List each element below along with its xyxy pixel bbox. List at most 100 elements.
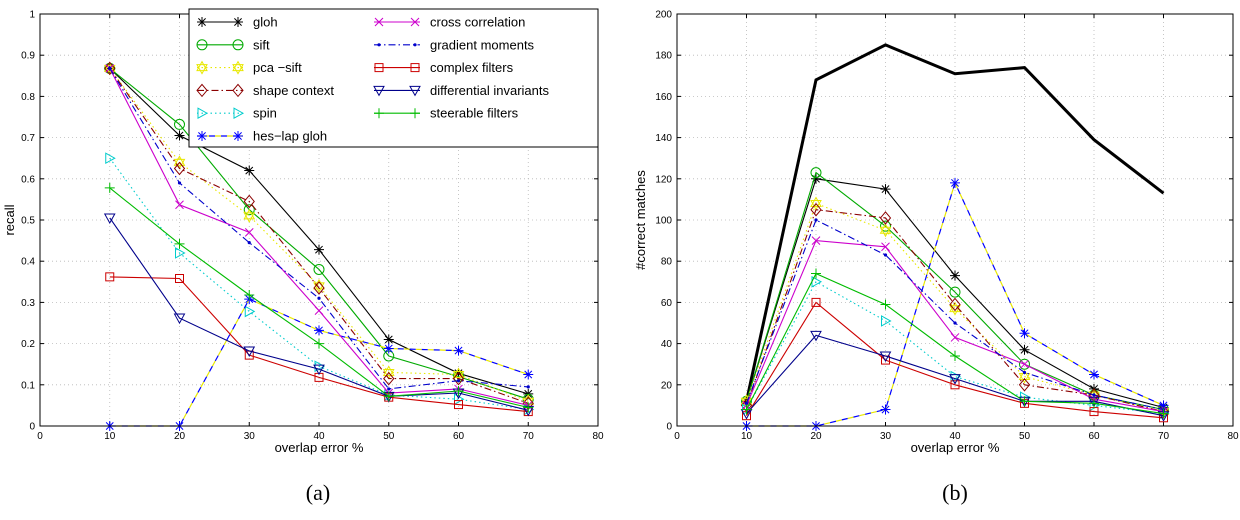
data-point [175,247,186,259]
series-3 [104,61,534,411]
legend-marker [374,63,384,73]
legend-marker [232,60,244,72]
data-point [810,330,822,342]
data-point [1019,328,1030,339]
legend-marker [196,83,208,98]
data-point [243,346,256,358]
legend-marker [232,83,244,98]
series-line [109,157,529,411]
figure-caption: (b) [942,480,968,505]
data-point [313,263,325,275]
y-tick-label: 100 [655,216,672,227]
x-tick-label: 50 [1019,431,1031,442]
data-point [174,238,185,249]
x-tick-label: 80 [1227,431,1239,442]
series-8 [744,218,1166,412]
data-point [177,181,182,185]
y-tick-label: 0.8 [21,92,35,103]
y-tick-label: 0.5 [21,216,35,227]
legend-marker [377,43,381,47]
x-tick-label: 50 [383,431,395,442]
legend-marker [374,108,384,119]
legend-entry: cross correlation [374,15,525,30]
data-point [950,270,960,281]
data-point [1088,388,1100,399]
data-point [452,367,465,378]
data-point [173,313,186,325]
data-point [1019,344,1030,355]
data-point [453,345,464,356]
legend-marker [233,17,243,27]
x-tick-label: 40 [949,431,961,442]
legend-entry: complex filters [374,60,514,75]
legend-entry: gloh [197,15,278,30]
legend-marker [413,43,417,47]
data-point [744,401,749,405]
y-tick-label: 0.9 [21,51,35,62]
series-line [746,301,1164,419]
series-line [109,67,529,400]
data-point [881,315,892,327]
legend-label: steerable filters [430,106,519,121]
data-point [244,305,256,318]
legend-marker [197,107,209,120]
data-point [881,242,890,252]
series-11 [741,268,1169,419]
data-point [880,184,891,195]
data-point [810,167,822,179]
series-line [109,68,529,404]
series-line [746,281,1164,415]
y-tick-label: 0.2 [21,339,35,350]
x-tick-label: 30 [880,431,892,442]
data-point [949,297,961,312]
data-point [523,402,534,413]
data-point [883,253,888,257]
legend-marker [410,108,420,119]
legend-label: shape context [253,83,334,98]
data-point [383,343,394,354]
x-tick-label: 70 [1158,431,1170,442]
y-tick-label: 0 [29,422,35,433]
legend-entry: gradient moments [374,37,535,52]
y-tick-label: 0.7 [21,133,35,144]
legend-label: differential invariants [430,83,549,98]
legend-label: sift [253,37,270,52]
legend-marker [410,63,420,73]
y-tick-label: 0.6 [21,174,35,185]
legend-entry: spin [197,106,277,121]
y-tick-label: 80 [661,257,673,268]
data-point [173,161,186,176]
data-point [950,333,960,342]
data-point [1089,398,1099,409]
data-point [949,305,961,316]
y-tick-label: 60 [661,298,673,309]
series-10 [104,182,534,413]
data-point [313,281,325,295]
chart-panel-b: 0 10 20 30 40 50 60 70 80 0 20 40 60 80 100 120 140 160 18… [633,10,1239,506]
legend-marker [233,131,243,141]
data-point [104,182,115,193]
data-point [810,200,822,211]
data-point [105,272,115,282]
x-tick-label: 80 [592,431,604,442]
data-point [243,204,255,216]
data-point [453,385,464,396]
gridlines [677,14,1233,426]
data-point [383,334,394,345]
data-point [1018,378,1031,392]
y-axis-label: recall [2,204,17,235]
x-axis-label: overlap error % [911,440,1000,455]
y-tick-label: 1 [29,10,35,21]
data-point [104,61,116,76]
legend-marker [197,17,207,27]
data-point [1020,359,1029,369]
x-tick-label: 40 [313,431,325,442]
data-point [814,218,818,222]
data-point [526,385,530,389]
legend-label: pca −sift [253,60,302,75]
legend-label: gradient moments [430,37,535,52]
y-axis-label: #correct matches [633,170,648,270]
legend-entry: sift [196,37,270,52]
data-point [879,351,892,362]
